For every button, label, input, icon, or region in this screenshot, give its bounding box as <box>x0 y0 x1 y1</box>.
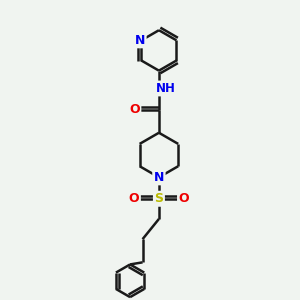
Text: NH: NH <box>155 82 176 95</box>
Text: N: N <box>135 34 145 47</box>
Text: O: O <box>178 192 189 205</box>
Text: O: O <box>129 192 139 205</box>
Text: S: S <box>154 192 164 205</box>
Text: N: N <box>154 171 164 184</box>
Text: O: O <box>129 103 140 116</box>
